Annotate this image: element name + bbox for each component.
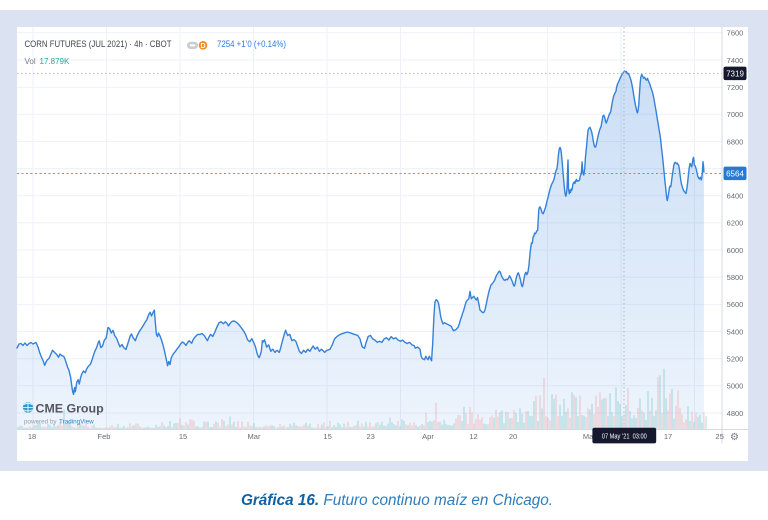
svg-text:6564: 6564 [726, 169, 744, 178]
svg-text:7400: 7400 [727, 56, 744, 65]
svg-text:5800: 5800 [727, 273, 744, 282]
svg-text:6200: 6200 [727, 219, 744, 228]
svg-text:15: 15 [179, 432, 187, 441]
svg-text:6400: 6400 [727, 192, 744, 201]
svg-text:5600: 5600 [727, 300, 744, 309]
svg-text:Mar: Mar [248, 432, 261, 441]
svg-text:7254 +1’0 (+0.14%): 7254 +1’0 (+0.14%) [217, 39, 286, 49]
svg-text:Gráfica 16. Futuro continuo ma: Gráfica 16. Futuro continuo maíz en Chic… [241, 492, 553, 509]
svg-text:7319: 7319 [726, 69, 744, 78]
svg-text:CORN FUTURES (JUL 2021) · 4h ·: CORN FUTURES (JUL 2021) · 4h · CBOT [25, 39, 172, 49]
svg-text:07 May ’21 03:00: 07 May ’21 03:00 [602, 431, 647, 440]
svg-text:5400: 5400 [727, 327, 744, 336]
svg-text:17: 17 [664, 432, 672, 441]
svg-text:CME Group: CME Group [36, 401, 105, 415]
svg-text:5200: 5200 [727, 355, 744, 364]
svg-text:Vol: Vol [25, 57, 36, 66]
svg-text:5000: 5000 [727, 382, 744, 391]
svg-text:17.879K: 17.879K [40, 57, 70, 66]
svg-text:7200: 7200 [727, 83, 744, 92]
svg-text:6800: 6800 [727, 137, 744, 146]
svg-text:7000: 7000 [727, 110, 744, 119]
svg-text:D: D [200, 43, 205, 50]
svg-text:25: 25 [715, 432, 723, 441]
svg-text:15: 15 [323, 432, 331, 441]
svg-text:23: 23 [367, 432, 375, 441]
svg-text:⚙: ⚙ [730, 432, 739, 443]
svg-text:4800: 4800 [727, 409, 744, 418]
svg-text:6000: 6000 [727, 246, 744, 255]
svg-text:12: 12 [469, 432, 477, 441]
svg-text:May: May [583, 432, 597, 441]
svg-text:powered by: powered by [24, 418, 57, 425]
svg-text:Feb: Feb [98, 432, 111, 441]
svg-text:20: 20 [509, 432, 517, 441]
svg-text:18: 18 [28, 432, 36, 441]
svg-text:TradingView: TradingView [59, 418, 94, 425]
svg-text:7600: 7600 [727, 29, 744, 38]
svg-text:Apr: Apr [422, 432, 434, 441]
